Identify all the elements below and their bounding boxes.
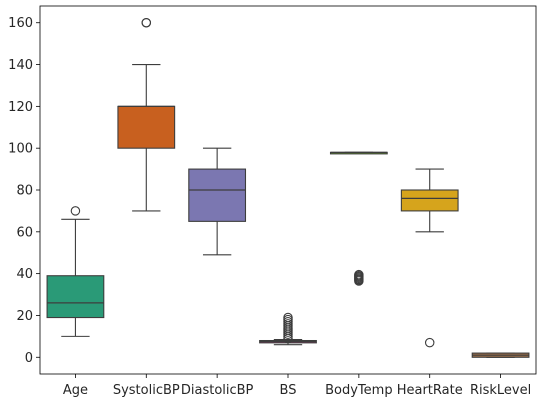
y-tick-label: 140 — [8, 58, 33, 73]
iqr-box — [188, 168, 247, 222]
iqr-box — [46, 275, 105, 319]
x-axis: Age SystolicBP DiastolicBP BS BodyTemp HeartR… — [63, 374, 531, 398]
x-tick-label: BodyTemp — [325, 383, 392, 398]
x-tick-label: DiastolicBP — [181, 383, 254, 398]
y-tick-label: 160 — [8, 16, 33, 31]
y-tick-label: 20 — [16, 309, 33, 324]
y-tick-label: 60 — [16, 225, 33, 240]
y-tick-label: 120 — [8, 100, 33, 115]
y-tick-label: 0 — [25, 351, 33, 366]
outlier-point — [141, 17, 152, 28]
plot-frame — [39, 5, 537, 375]
outlier-point — [70, 206, 81, 216]
outlier-point — [354, 269, 364, 280]
iqr-box — [400, 189, 459, 212]
iqr-box — [117, 105, 176, 149]
box-group-diastolicbp — [188, 147, 247, 256]
box-group-heartrate — [400, 168, 459, 348]
x-tick-label: SystolicBP — [113, 383, 180, 398]
box-group-age — [46, 206, 105, 337]
x-tick-label: HeartRate — [397, 383, 463, 398]
plot-marks — [46, 17, 530, 358]
y-axis: 0 20 40 60 80 100 120 140 160 — [8, 16, 40, 366]
outlier-point — [283, 312, 293, 323]
x-tick-label: BS — [280, 383, 297, 398]
x-tick-label: RiskLevel — [470, 383, 531, 398]
y-tick-label: 80 — [16, 184, 33, 199]
box-group-bs — [259, 312, 317, 346]
y-tick-label: 40 — [16, 267, 33, 282]
box-group-systolicbp — [117, 17, 176, 212]
x-tick-label: Age — [63, 383, 88, 398]
y-tick-label: 100 — [8, 142, 33, 157]
outlier-point — [424, 337, 435, 348]
box-group-risklevel — [471, 352, 530, 358]
box-group-bodytemp — [329, 151, 388, 286]
